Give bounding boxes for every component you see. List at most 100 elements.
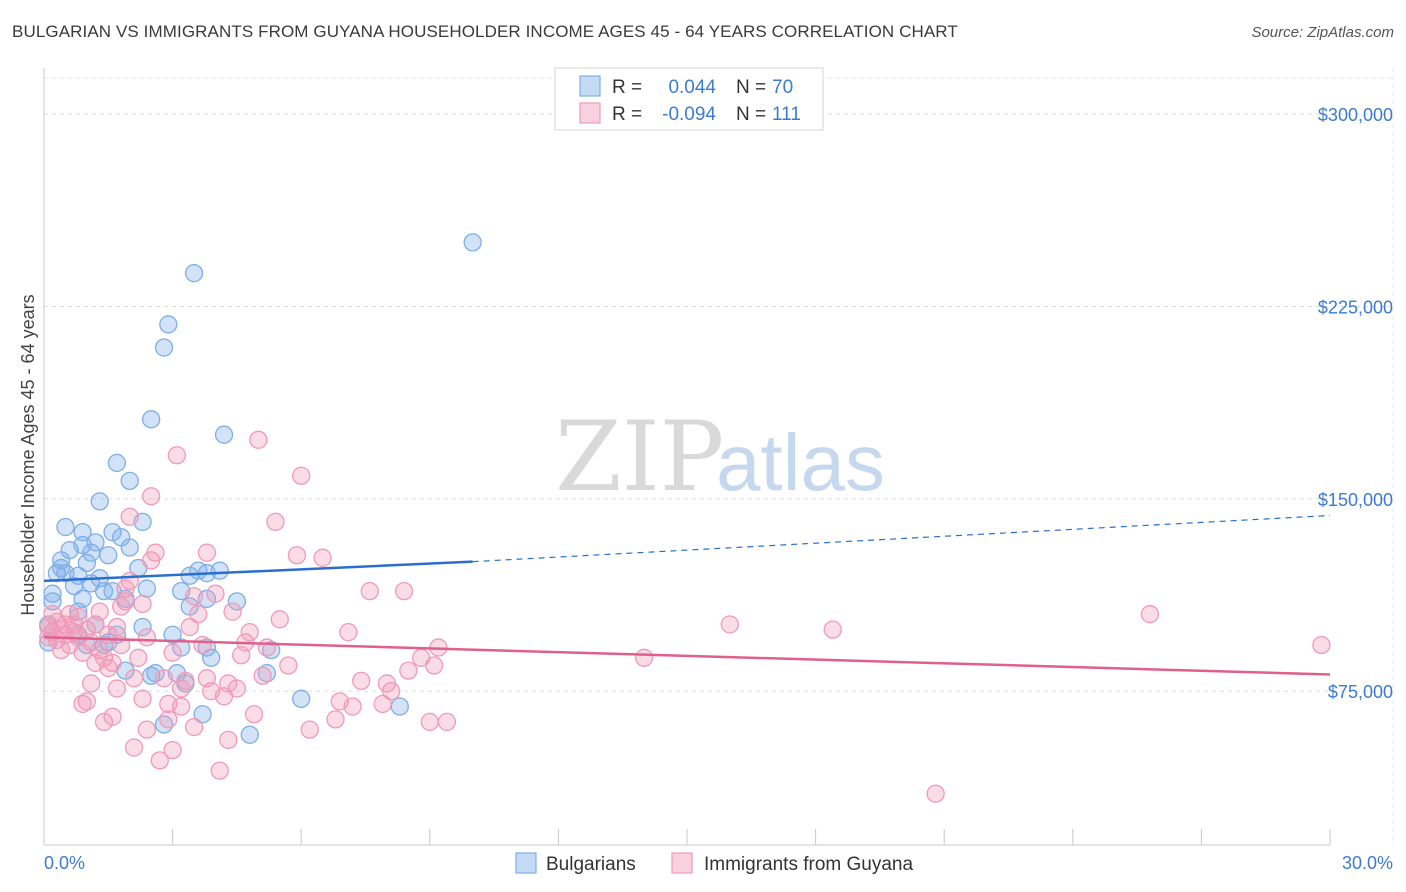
point-guyana bbox=[287, 546, 307, 565]
point-bulgarians bbox=[86, 533, 105, 552]
point-guyana bbox=[69, 607, 88, 626]
point-bulgarians bbox=[390, 697, 409, 716]
point-guyana bbox=[437, 712, 457, 732]
point-guyana bbox=[823, 620, 842, 639]
point-guyana bbox=[154, 669, 174, 688]
point-guyana bbox=[172, 697, 191, 716]
axes bbox=[43, 68, 1331, 846]
point-guyana bbox=[146, 543, 165, 562]
x-tick-max: 30.0% bbox=[1342, 853, 1393, 873]
legend-r-label: R = bbox=[612, 77, 642, 98]
point-bulgarians bbox=[107, 453, 127, 473]
point-guyana bbox=[184, 587, 204, 606]
point-guyana bbox=[150, 751, 169, 770]
point-guyana bbox=[193, 635, 212, 655]
point-bulgarians bbox=[172, 638, 191, 657]
y-tick-label: $225,000 bbox=[1318, 297, 1393, 317]
point-guyana bbox=[394, 581, 414, 601]
point-bulgarians bbox=[292, 689, 311, 708]
legend-n-label: N = bbox=[736, 77, 766, 98]
point-bulgarians bbox=[142, 410, 161, 429]
point-guyana bbox=[249, 430, 268, 449]
point-guyana bbox=[339, 623, 358, 642]
x-tick-min: 0.0% bbox=[44, 853, 85, 873]
y-tick-label: $300,000 bbox=[1318, 105, 1393, 125]
point-guyana bbox=[360, 581, 379, 601]
stats-legend: R = 0.044 N = 70 R = -0.094 N = 111 bbox=[554, 67, 824, 131]
point-bulgarians bbox=[463, 233, 482, 252]
watermark-atlas: atlas bbox=[716, 418, 885, 507]
watermark-zip: ZIP bbox=[555, 401, 724, 513]
point-bulgarians bbox=[137, 579, 157, 598]
legend-r-value-guyana: -0.094 bbox=[662, 104, 716, 125]
point-bulgarians bbox=[43, 584, 62, 603]
point-bulgarians bbox=[73, 522, 92, 542]
point-bulgarians bbox=[77, 553, 97, 573]
point-bulgarians bbox=[202, 648, 221, 667]
point-guyana bbox=[163, 643, 182, 662]
point-guyana bbox=[926, 784, 945, 803]
point-guyana bbox=[120, 571, 139, 591]
point-guyana bbox=[253, 666, 272, 685]
point-bulgarians bbox=[120, 471, 139, 491]
point-guyana bbox=[82, 674, 101, 693]
point-bulgarians bbox=[56, 517, 75, 537]
point-bulgarians bbox=[154, 338, 174, 357]
point-guyana bbox=[137, 720, 157, 739]
point-guyana bbox=[382, 681, 401, 701]
trend-line-bulgarians bbox=[43, 560, 473, 583]
point-guyana bbox=[420, 712, 439, 732]
point-guyana bbox=[107, 679, 127, 698]
y-tick-labels: $75,000 $150,000 $225,000 $300,000 bbox=[1318, 105, 1393, 702]
point-guyana bbox=[107, 617, 127, 637]
point-bulgarians bbox=[133, 617, 152, 637]
point-guyana bbox=[167, 446, 187, 465]
point-guyana bbox=[343, 697, 362, 716]
point-bulgarians bbox=[240, 725, 259, 744]
point-guyana bbox=[103, 707, 122, 726]
legend-r-label-2: R = bbox=[612, 104, 642, 125]
trend-line-bulgarians-extension bbox=[472, 514, 1331, 563]
point-guyana bbox=[159, 710, 178, 729]
point-guyana bbox=[176, 671, 195, 691]
point-bulgarians bbox=[103, 522, 122, 542]
point-bulgarians bbox=[120, 538, 139, 557]
point-guyana bbox=[1312, 635, 1331, 655]
point-guyana bbox=[634, 648, 654, 667]
trend-line-guyana bbox=[43, 636, 1331, 676]
point-bulgarians bbox=[159, 315, 178, 334]
point-guyana bbox=[77, 692, 97, 711]
point-guyana bbox=[210, 761, 229, 780]
point-guyana bbox=[270, 610, 289, 629]
point-guyana bbox=[116, 592, 135, 611]
point-guyana bbox=[197, 543, 217, 562]
point-bulgarians bbox=[163, 625, 182, 644]
point-guyana bbox=[133, 594, 152, 614]
legend-item-guyana-swatch bbox=[671, 852, 693, 874]
point-guyana bbox=[257, 638, 277, 657]
point-bulgarians bbox=[73, 589, 92, 608]
data-points bbox=[39, 233, 1331, 803]
point-bulgarians bbox=[227, 592, 247, 611]
point-guyana bbox=[180, 617, 199, 637]
point-guyana bbox=[94, 712, 114, 732]
point-guyana bbox=[94, 648, 114, 667]
point-guyana bbox=[219, 730, 238, 750]
point-guyana bbox=[240, 623, 259, 642]
legend-n-value-bulgarians: 70 bbox=[772, 77, 793, 98]
point-guyana bbox=[424, 656, 444, 675]
point-guyana bbox=[189, 605, 208, 624]
point-guyana bbox=[352, 671, 371, 691]
y-axis-label: Householder Income Ages 45 - 64 years bbox=[18, 294, 38, 615]
point-guyana bbox=[373, 694, 392, 714]
point-bulgarians bbox=[184, 263, 204, 283]
point-guyana bbox=[1140, 605, 1160, 624]
point-guyana bbox=[399, 661, 418, 680]
legend-n-value-guyana: 111 bbox=[772, 104, 801, 125]
point-bulgarians bbox=[210, 561, 229, 580]
point-guyana bbox=[326, 710, 345, 729]
point-guyana bbox=[206, 584, 225, 603]
point-guyana bbox=[279, 656, 298, 675]
point-guyana bbox=[103, 653, 122, 673]
point-guyana bbox=[163, 740, 182, 760]
